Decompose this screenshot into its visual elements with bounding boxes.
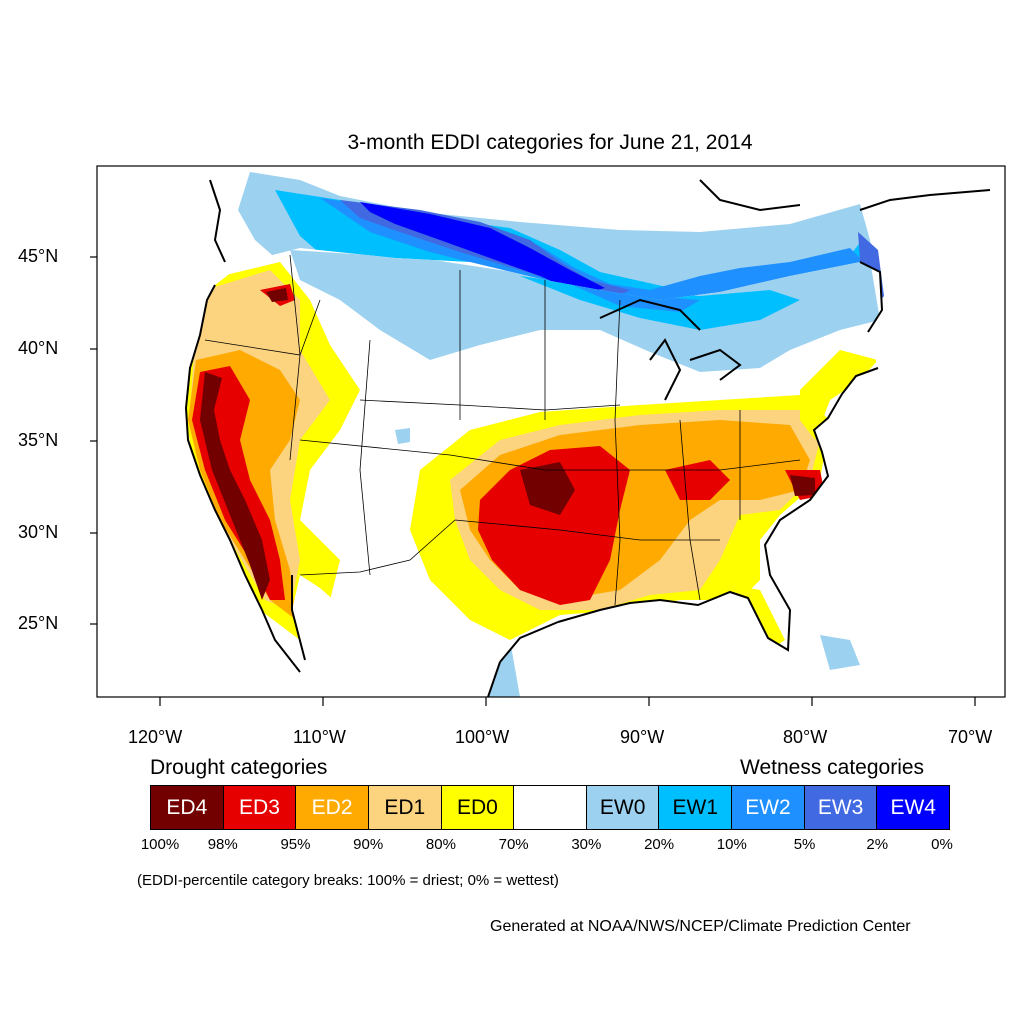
legend-break-label: 95% xyxy=(280,836,311,853)
lat-tick-30: 30°N xyxy=(18,522,59,542)
legend-cell-ew0: EW0 xyxy=(586,786,660,829)
legend-break-label: 2% xyxy=(866,836,889,853)
legend-cell-neutral xyxy=(514,786,587,829)
lon-tick-120: 120°W xyxy=(128,727,183,747)
lon-tick-110: 110°W xyxy=(293,727,346,747)
legend-break-label: 0% xyxy=(931,836,953,853)
lon-tick-100: 100°W xyxy=(455,727,510,747)
legend-cell-ew3: EW3 xyxy=(804,786,878,829)
lat-tick-40: 40°N xyxy=(18,338,59,358)
legend-cell-ed2: ED2 xyxy=(296,786,369,829)
lon-tick-90: 90°W xyxy=(620,727,665,747)
category-note: (EDDI-percentile category breaks: 100% =… xyxy=(137,872,559,889)
lon-tick-80: 80°W xyxy=(783,727,828,747)
legend-cell-ew4: EW4 xyxy=(877,786,950,829)
legend-cell-ed3: ED3 xyxy=(223,786,297,829)
lat-tick-35: 35°N xyxy=(18,430,59,450)
legend-break-label: 5% xyxy=(793,836,816,853)
legend-colorbar: ED4 ED3 ED2 ED1 ED0 EW0 EW1 EW2 EW3 EW4 xyxy=(150,785,950,830)
wetness-heading: Wetness categories xyxy=(740,756,925,779)
legend-cell-ed4: ED4 xyxy=(151,786,224,829)
credit-line: Generated at NOAA/NWS/NCEP/Climate Predi… xyxy=(490,918,911,935)
drought-heading: Drought categories xyxy=(150,756,328,779)
legend-cell-ew2: EW2 xyxy=(732,786,805,829)
lat-tick-25: 25°N xyxy=(18,613,59,633)
legend-break-label: 20% xyxy=(644,836,675,853)
lat-tick-45: 45°N xyxy=(18,246,59,266)
legend-cell-ew1: EW1 xyxy=(659,786,733,829)
legend-break-label: 90% xyxy=(353,836,384,853)
lon-tick-70: 70°W xyxy=(948,727,993,747)
legend-cell-ed1: ED1 xyxy=(368,786,442,829)
map-title: 3-month EDDI categories for June 21, 201… xyxy=(347,131,753,154)
legend-cell-ed0: ED0 xyxy=(441,786,515,829)
legend-break-label: 70% xyxy=(498,836,529,853)
legend-break-label: 80% xyxy=(425,836,456,853)
legend-break-label: 10% xyxy=(716,836,747,853)
legend-break-label: 30% xyxy=(571,836,602,853)
legend-break-label: 98% xyxy=(207,836,238,853)
legend-break-label: 100% xyxy=(140,836,180,853)
